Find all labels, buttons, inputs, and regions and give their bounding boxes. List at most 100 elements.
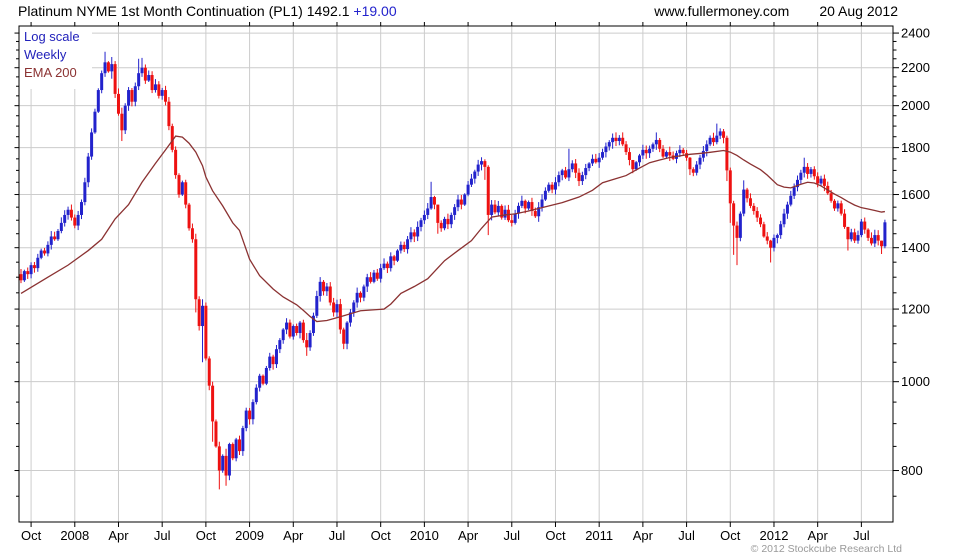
candle-body [853, 232, 857, 241]
candle-body [19, 274, 23, 281]
candle-body [496, 205, 500, 213]
website-link[interactable]: www.fullermoney.com [654, 3, 790, 19]
x-axis-label: Oct [196, 528, 217, 543]
copyright-notice: © 2012 Stockcube Research Ltd [750, 543, 902, 555]
candle-body [876, 235, 880, 241]
candle-body [802, 166, 806, 173]
y-axis-label: 2000 [901, 98, 930, 113]
x-axis-label: 2011 [585, 528, 613, 543]
candle-body [298, 322, 302, 334]
candle-body [701, 150, 705, 158]
candle-body [113, 64, 117, 94]
header-right: www.fullermoney.com 20 Aug 2012 [654, 3, 898, 19]
candle-body [271, 356, 275, 365]
candle-body [46, 244, 50, 254]
candle-body [822, 178, 826, 186]
candle-body [715, 135, 719, 143]
candle-body [406, 239, 410, 250]
candle-body [432, 197, 436, 205]
candle-body [839, 203, 843, 214]
candle-body [769, 240, 773, 248]
x-axis-label: Jul [503, 528, 520, 543]
candle-body [211, 385, 215, 422]
candle-body [248, 410, 252, 420]
candle-body [530, 202, 534, 212]
candle-body [503, 209, 507, 218]
candle-body [194, 239, 198, 300]
candle-body [285, 322, 289, 330]
candle-body [668, 152, 672, 156]
candle-body [143, 67, 147, 81]
candle-body [36, 257, 40, 269]
candle-body [806, 166, 810, 174]
x-axis-label: Jul [329, 528, 346, 543]
candle-body [755, 211, 759, 218]
candle-body [480, 161, 484, 165]
candle-body [540, 199, 544, 208]
candle-body [638, 155, 642, 163]
candle-body [66, 209, 70, 215]
chart-header: Platinum NYME 1st Month Continuation (PL… [0, 0, 980, 22]
candle-body [80, 202, 84, 215]
candle-body [157, 84, 161, 96]
candle-body [597, 157, 601, 163]
candle-body [812, 169, 816, 177]
candle-body [691, 169, 695, 173]
candle-body [426, 208, 430, 215]
candle-body [274, 349, 278, 365]
candlesticks [19, 51, 887, 490]
candle-body [705, 144, 709, 151]
y-axis-label: 1400 [901, 240, 930, 255]
candle-body [698, 157, 702, 165]
price-change: +19.00 [353, 3, 397, 19]
candle-body [869, 237, 873, 244]
candle-body [103, 62, 107, 74]
candle-body [231, 444, 235, 459]
candle-body [624, 144, 628, 153]
candle-body [627, 152, 631, 160]
chart-date: 20 Aug 2012 [819, 3, 898, 19]
candle-body [533, 211, 537, 217]
candle-body [59, 222, 63, 231]
y-axis-label: 1000 [901, 374, 930, 389]
candle-body [621, 137, 625, 145]
candle-body [564, 170, 568, 178]
candle-body [29, 265, 33, 275]
candle-body [722, 131, 726, 138]
candle-body [395, 250, 399, 261]
candle-body [829, 193, 833, 201]
candle-body [83, 182, 87, 203]
candle-body [268, 356, 272, 368]
candle-body [164, 90, 168, 102]
candle-body [601, 152, 605, 158]
candle-body [614, 137, 618, 142]
candle-body [251, 402, 255, 420]
legend-ema-200: EMA 200 [24, 65, 77, 80]
candle-body [762, 224, 766, 237]
candle-body [167, 101, 171, 127]
candle-body [725, 137, 729, 171]
candle-body [120, 113, 124, 131]
candle-body [641, 149, 645, 156]
candle-body [742, 189, 746, 214]
candle-body [288, 322, 292, 337]
candle-body [765, 236, 769, 241]
x-axis-label: Oct [720, 528, 741, 543]
candle-body [301, 322, 305, 341]
candle-body [365, 277, 369, 287]
candle-body [796, 179, 800, 188]
candle-body [789, 195, 793, 205]
candle-body [473, 171, 477, 179]
candle-body [375, 272, 379, 279]
candle-body [711, 137, 715, 143]
candle-body [799, 172, 803, 180]
candle-body [100, 73, 104, 91]
candle-body [429, 197, 433, 209]
candle-body [759, 217, 763, 225]
candle-body [483, 161, 487, 167]
candle-body [32, 265, 36, 269]
candle-body [291, 326, 295, 337]
candle-body [237, 439, 241, 452]
candle-body [651, 144, 655, 149]
candle-body [459, 199, 463, 205]
